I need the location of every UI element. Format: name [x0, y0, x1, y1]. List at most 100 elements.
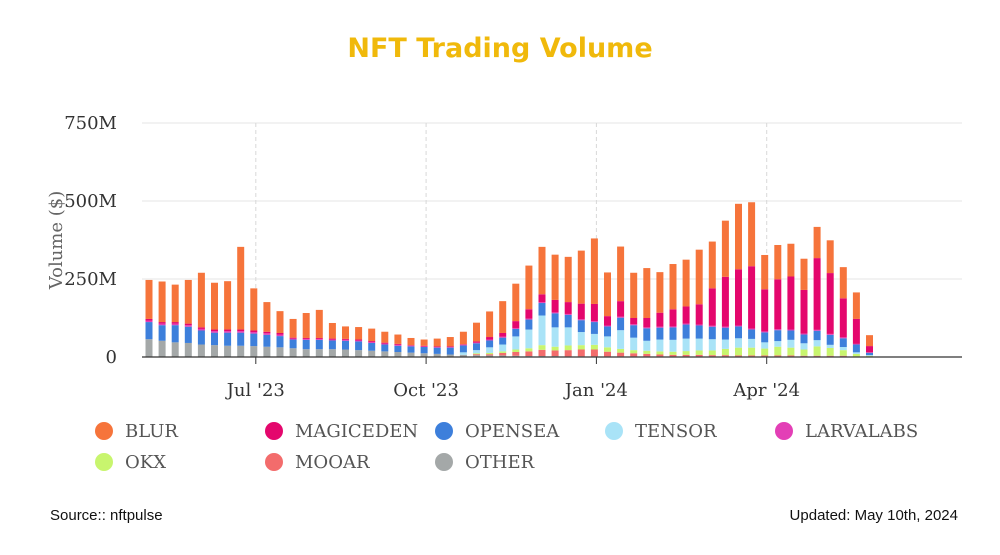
bar-segment-magiceden [721, 276, 729, 327]
bar-segment-okx [748, 347, 756, 356]
bar-segment-tensor [813, 340, 821, 347]
legend: BLUR MAGICEDEN OPENSEA TENSOR LARVALABS OKX MO… [95, 421, 918, 473]
bar-segment-tensor [839, 347, 847, 351]
bar-segment-okx [590, 344, 598, 350]
bar-segment-mooar [590, 349, 598, 357]
bar-segment-opensea [590, 322, 598, 334]
bar-segment-tensor [852, 352, 860, 354]
bar-segment-other [381, 351, 389, 357]
bar-segment-magiceden [237, 329, 245, 332]
bar-segment-larvalabs [289, 338, 297, 340]
bar-segment-tensor [656, 339, 664, 352]
bar-segment-larvalabs [695, 324, 703, 326]
bar-segment-magiceden [499, 332, 507, 337]
bar-segment-magiceden [669, 309, 677, 327]
y-axis-label: Volume ($) [46, 191, 67, 290]
bar-segment-larvalabs [276, 334, 284, 337]
bar-segment-larvalabs [564, 313, 572, 315]
bar-segment-opensea [551, 313, 559, 328]
legend-item-larvalabs[interactable]: LARVALABS [775, 421, 918, 442]
bar-segment-magiceden [826, 273, 834, 334]
legend-label: OPENSEA [465, 421, 560, 442]
bar-segment-okx [551, 346, 559, 351]
bar-segment-opensea [211, 332, 218, 346]
bar-segment-magiceden [604, 316, 611, 326]
bar-segment-mooar [826, 355, 834, 357]
bar-segment-mooar [473, 354, 480, 356]
bar-segment-other [342, 349, 349, 357]
bar-segment-blur [656, 272, 664, 313]
bar-segment-other [250, 346, 258, 357]
bar-segment-opensea [184, 326, 192, 343]
bar-segment-magiceden [328, 338, 336, 340]
bar-segment-magiceden [171, 322, 179, 324]
bar-segment-magiceden [617, 301, 625, 317]
bar-segment-okx [813, 346, 821, 356]
bar-segment-blur [577, 250, 585, 304]
bar-segment-blur [643, 268, 651, 318]
bar-segment-mooar [525, 351, 533, 357]
bar-segment-larvalabs [499, 336, 507, 338]
bar-segment-larvalabs [813, 329, 821, 331]
bar-segment-blur [289, 318, 297, 338]
bar-segment-opensea [486, 340, 494, 348]
bar-segment-magiceden [656, 312, 664, 327]
bar-segment-tensor [512, 336, 520, 350]
bar-segment-tensor [617, 330, 625, 349]
bar-segment-magiceden [512, 321, 520, 328]
legend-item-magiceden[interactable]: MAGICEDEN [265, 421, 418, 442]
updated-note: Updated: May 10th, 2024 [790, 507, 958, 524]
bar-segment-magiceden [551, 299, 559, 313]
bar-segment-okx [839, 350, 847, 356]
legend-item-opensea[interactable]: OPENSEA [435, 421, 560, 442]
bar-segment-larvalabs [774, 329, 782, 331]
bar-segment-opensea [577, 320, 585, 333]
bar-segment-larvalabs [787, 329, 795, 331]
bar-segment-opensea [826, 334, 834, 345]
bar-segment-okx [800, 349, 808, 356]
bar-segment-mooar [564, 350, 572, 357]
bar-segment-mooar [499, 352, 507, 356]
bar-segment-other [171, 342, 179, 357]
bar-segment-opensea [708, 326, 716, 340]
bar-segment-other [328, 349, 336, 357]
bar-segment-larvalabs [852, 343, 860, 345]
bar-segment-larvalabs [826, 333, 834, 335]
legend-item-tensor[interactable]: TENSOR [605, 421, 717, 442]
bar-segment-tensor [564, 327, 572, 346]
bar-segment-opensea [263, 334, 271, 347]
bar-segment-opensea [735, 326, 742, 339]
legend-item-okx[interactable]: OKX [95, 452, 166, 473]
bar-segment-magiceden [433, 346, 441, 348]
bar-segment-magiceden [381, 342, 389, 344]
bar-segment-blur [866, 335, 873, 347]
bar-segment-other [368, 350, 376, 357]
bar-segment-blur [551, 254, 559, 300]
bar-segment-blur [171, 284, 179, 323]
source-note: Source:: nftpulse [50, 507, 163, 524]
bar-segment-okx [617, 348, 625, 353]
bar-segment-opensea [342, 340, 349, 350]
legend-item-blur[interactable]: BLUR [95, 421, 178, 442]
bar-segment-magiceden [839, 298, 847, 338]
bar-segment-magiceden [630, 318, 638, 325]
legend-item-other[interactable]: OTHER [435, 452, 535, 473]
bar-segment-mooar [604, 351, 611, 357]
bar-segment-magiceden [564, 302, 572, 314]
bar-segment-blur [852, 292, 860, 319]
bar-segment-magiceden [368, 341, 376, 343]
bar-segment-larvalabs [355, 340, 363, 342]
bar-segment-mooar [551, 350, 559, 357]
bar-segment-okx [630, 350, 638, 354]
bar-segment-larvalabs [381, 343, 389, 345]
bar-segment-tensor [800, 343, 808, 350]
bar-segment-blur [407, 337, 415, 346]
bar-segment-blur [826, 240, 834, 274]
bar-segment-blur [708, 241, 716, 289]
bar-segment-blur [302, 313, 310, 338]
legend-item-mooar[interactable]: MOOAR [265, 452, 370, 473]
bar-segment-larvalabs [761, 331, 769, 333]
bar-segment-tensor [486, 347, 494, 353]
bar-segment-magiceden [197, 327, 205, 329]
